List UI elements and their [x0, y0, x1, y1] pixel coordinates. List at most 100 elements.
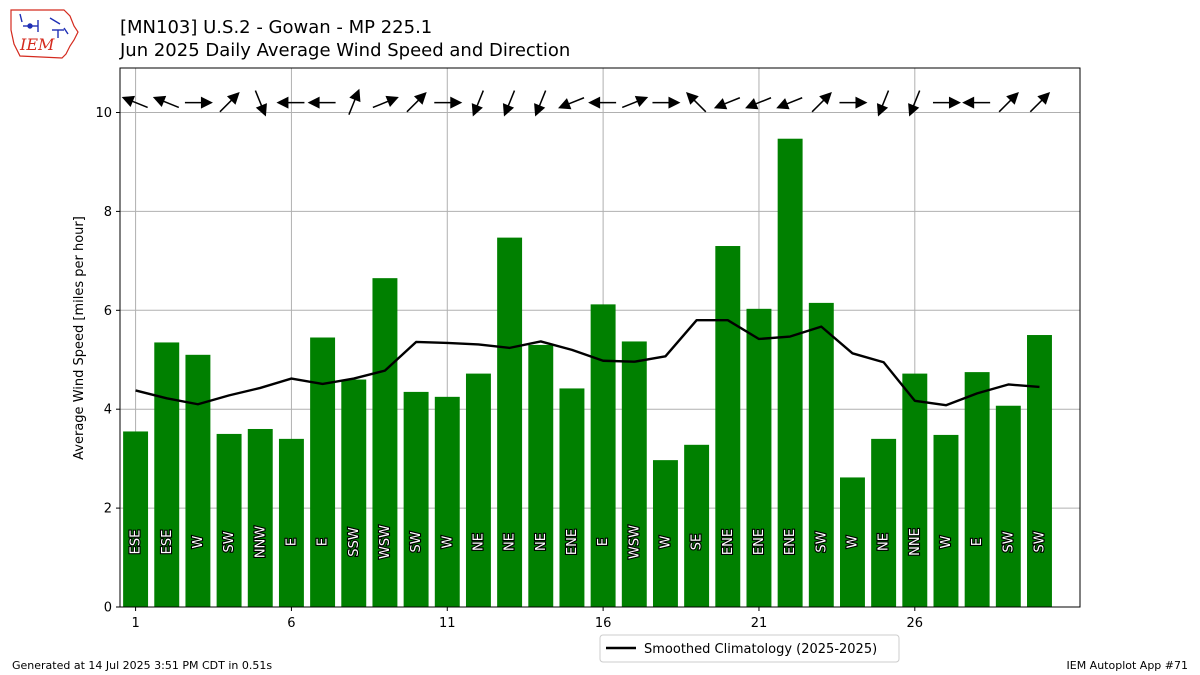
wind-arrow-shaft: [786, 97, 803, 105]
wind-arrow-head: [819, 92, 832, 105]
wind-arrow-shaft: [567, 97, 585, 105]
wind-arrow-head: [776, 98, 790, 110]
climatology-line-layer: [135, 318, 1040, 407]
bar: [497, 237, 523, 607]
weather-station-icon: [19, 13, 69, 38]
wind-arrow: [745, 97, 772, 110]
climatology-line: [135, 318, 1040, 407]
bar: [1027, 335, 1052, 607]
bar: [216, 433, 242, 607]
direction-label: NE: [877, 533, 892, 551]
bar: [403, 391, 429, 607]
direction-label: W: [658, 535, 673, 548]
wind-arrow-head: [385, 95, 399, 108]
wind-arrow-shaft: [912, 90, 921, 107]
wind-arrow-head: [502, 103, 515, 117]
wind-arrow: [502, 90, 516, 117]
wind-arrow-head: [349, 88, 361, 103]
y-tick-label: 0: [104, 601, 112, 616]
wind-arrow-head: [307, 96, 320, 109]
wind-arrow-head: [1037, 92, 1051, 105]
bar: [123, 431, 149, 607]
wind-arrow-head: [948, 96, 961, 109]
wind-arrow: [621, 95, 649, 109]
direction-label: W: [440, 535, 455, 548]
bar: [871, 438, 897, 607]
wind-arrow-shaft: [162, 100, 180, 109]
wind-arrow: [558, 97, 585, 110]
bar: [278, 438, 304, 607]
y-tick-label: 8: [104, 205, 112, 220]
bar: [590, 304, 616, 607]
wind-arrow-head: [745, 98, 759, 110]
wind-arrow-shaft: [723, 97, 741, 105]
wind-arrow-head: [855, 96, 868, 109]
wind-arrow: [276, 96, 305, 109]
wind-arrow-head: [668, 96, 681, 109]
wind-arrow-head: [450, 96, 463, 109]
direction-label: SW: [1001, 531, 1016, 552]
bar: [684, 444, 710, 607]
wind-arrow: [1029, 92, 1051, 113]
direction-label: ENE: [721, 529, 736, 555]
wind-arrow-shaft: [406, 99, 420, 113]
direction-label: WSW: [627, 525, 642, 559]
wind-arrow-shaft: [998, 99, 1012, 113]
wind-arrow-head: [152, 95, 167, 108]
bar: [621, 341, 647, 607]
wind-arrow-head: [413, 92, 427, 105]
wind-arrow-head: [634, 95, 649, 108]
y-tick-label: 6: [104, 304, 112, 319]
y-tick-label: 4: [104, 403, 112, 418]
y-tick-label: 10: [95, 106, 112, 121]
plot-frame: [119, 67, 1081, 608]
direction-label: ESE: [160, 530, 175, 555]
direction-label: SE: [690, 534, 705, 550]
wind-arrow: [372, 95, 399, 109]
bar: [995, 405, 1021, 607]
bar: [465, 373, 491, 607]
wind-arrow: [776, 97, 803, 110]
wind-arrow-shaft: [131, 100, 148, 109]
footer-app: IEM Autoplot App #71: [1066, 659, 1189, 672]
wind-arrow-shaft: [254, 90, 263, 107]
wind-arrow-head: [713, 98, 728, 110]
wind-arrow-head: [908, 103, 920, 117]
wind-arrow-shaft: [538, 90, 547, 107]
direction-label: W: [939, 535, 954, 548]
bar: [310, 337, 336, 607]
wind-arrows: [121, 88, 1051, 117]
bar: [964, 372, 990, 607]
footer-generated: Generated at 14 Jul 2025 3:51 PM CDT in …: [12, 659, 273, 672]
direction-label: NE: [471, 533, 486, 551]
chart-title: [MN103] U.S.2 - Gowan - MP 225.1: [120, 17, 433, 38]
bar: [185, 354, 211, 607]
wind-arrow-shaft: [693, 99, 707, 113]
direction-label: SW: [222, 531, 237, 552]
legend-box: [599, 634, 900, 663]
wind-arrow-shaft: [476, 90, 485, 107]
wind-arrow-head: [121, 95, 136, 108]
wind-arrow: [713, 97, 741, 110]
bar: [808, 302, 834, 607]
iowa-state-outline: [10, 9, 79, 59]
wind-arrow-head: [876, 103, 889, 117]
chart-subtitle: Jun 2025 Daily Average Wind Speed and Di…: [120, 40, 571, 61]
bar: [933, 434, 959, 607]
x-tick-label: 21: [751, 616, 768, 631]
wind-arrow-shaft: [621, 100, 639, 109]
wind-arrow: [686, 92, 707, 113]
direction-label: WSW: [378, 525, 393, 559]
wind-arrow-shaft: [1029, 99, 1043, 113]
wind-arrow-shaft: [219, 99, 233, 113]
wind-arrow: [184, 96, 213, 109]
wind-arrow: [152, 95, 180, 109]
x-axis-ticks: 1 6 11 16 21 26: [131, 607, 923, 631]
direction-label: ENE: [752, 529, 767, 555]
wind-arrow: [876, 90, 890, 117]
wind-arrow-head: [558, 98, 572, 110]
x-tick-label: 26: [907, 616, 924, 631]
wind-arrow-head: [686, 92, 699, 105]
wind-arrow-head: [471, 103, 483, 117]
